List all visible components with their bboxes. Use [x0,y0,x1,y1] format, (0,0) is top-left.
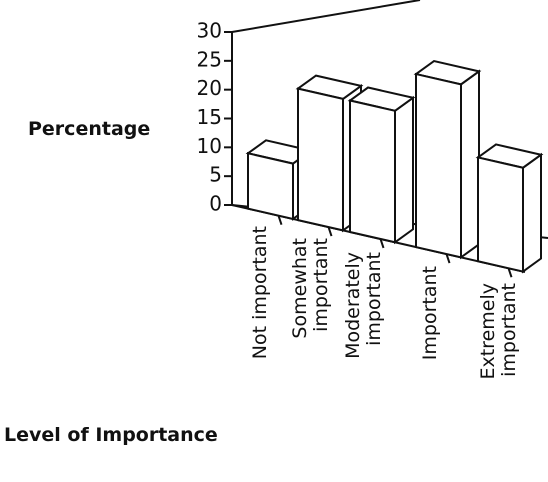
bar [415,72,462,259]
y-tick-label: 5 [209,163,222,187]
y-tick-label: 15 [197,105,222,129]
y-tick-label: 25 [197,47,222,71]
x-tick-label: Moderately important [342,252,385,359]
x-tick [445,253,451,264]
y-tick-label: 30 [197,19,222,43]
y-axis-label: Percentage [28,118,151,140]
bar [477,156,524,273]
y-tick-label: 20 [197,76,222,100]
y-tick-label: 10 [197,134,222,158]
x-tick-label: Somewhat important [289,238,332,339]
back-top-edge [231,0,421,33]
bar [297,87,344,232]
bar [349,99,396,244]
x-tick [327,226,333,237]
x-tick-label: Extremely important [477,283,520,380]
x-tick-label: Not important [249,226,271,360]
x-tick [507,267,513,278]
x-tick [277,215,283,225]
bar-side [522,152,542,274]
x-axis-label: Level of Importance [4,424,218,446]
y-tick-label: 0 [209,192,222,216]
bar [247,152,294,221]
x-tick-label: Important [419,266,441,361]
bar-side [394,95,414,245]
x-tick [379,238,385,249]
bar-side [460,69,480,260]
